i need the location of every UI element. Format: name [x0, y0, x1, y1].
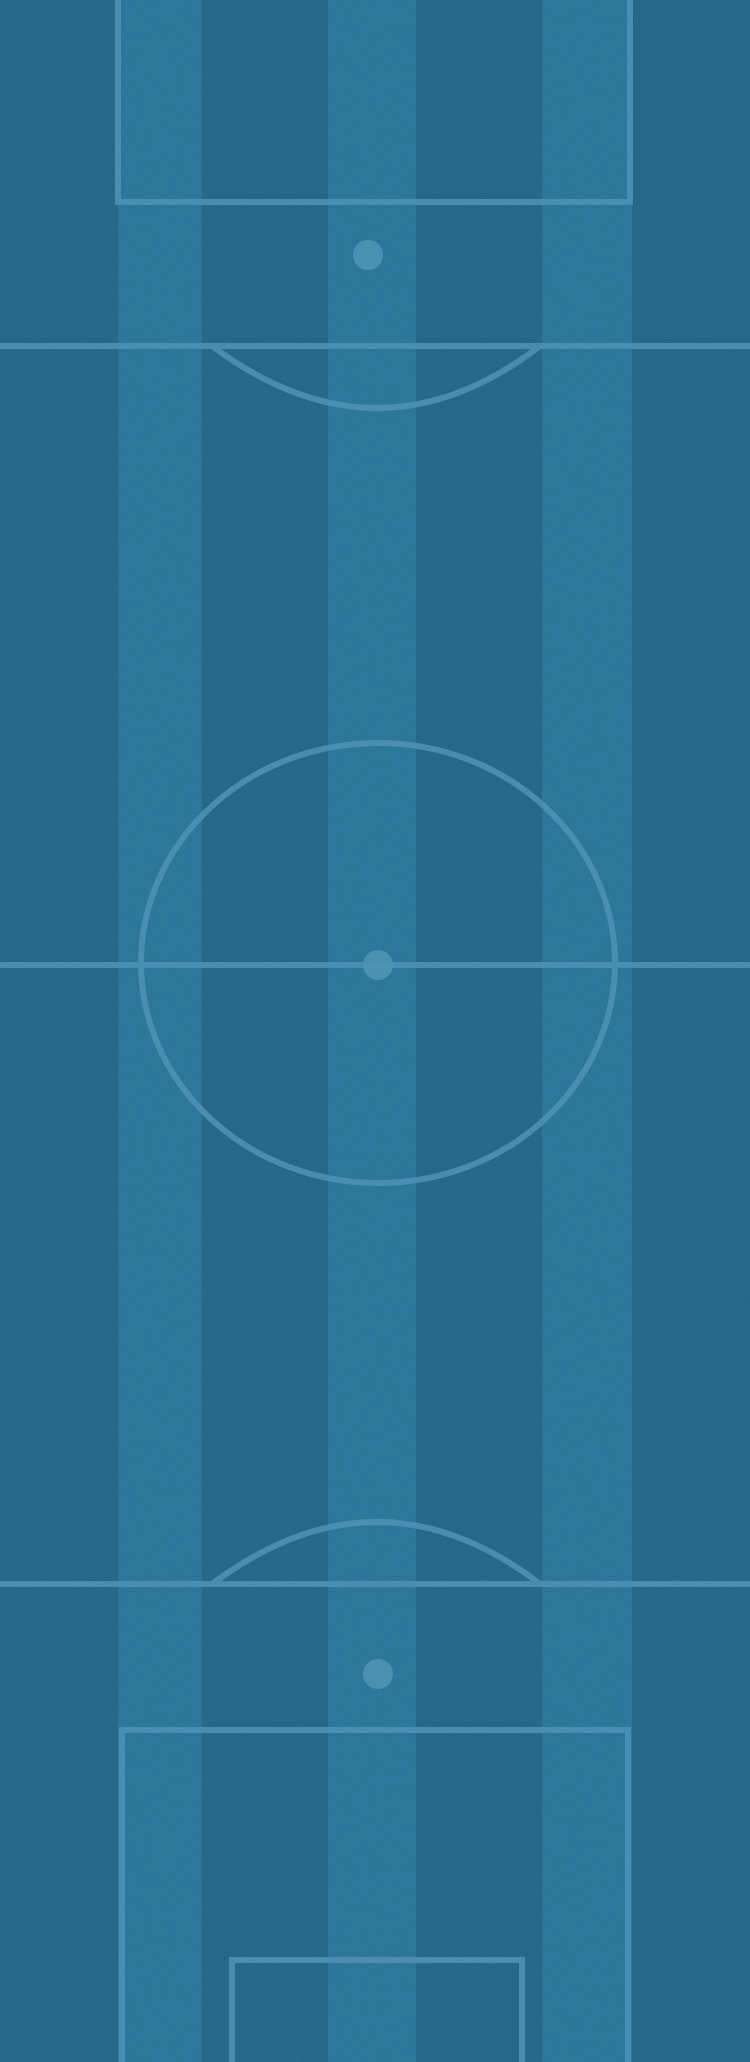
top-penalty-spot	[353, 240, 383, 270]
center-spot	[363, 950, 393, 980]
top-penalty-arc	[210, 343, 542, 411]
top-penalty-box	[115, 0, 633, 205]
bottom-penalty-box	[119, 1727, 631, 2062]
bottom-penalty-spot	[363, 1659, 393, 1689]
bottom-penalty-arc	[210, 1519, 542, 1587]
bottom-goal-box	[229, 1957, 525, 2062]
